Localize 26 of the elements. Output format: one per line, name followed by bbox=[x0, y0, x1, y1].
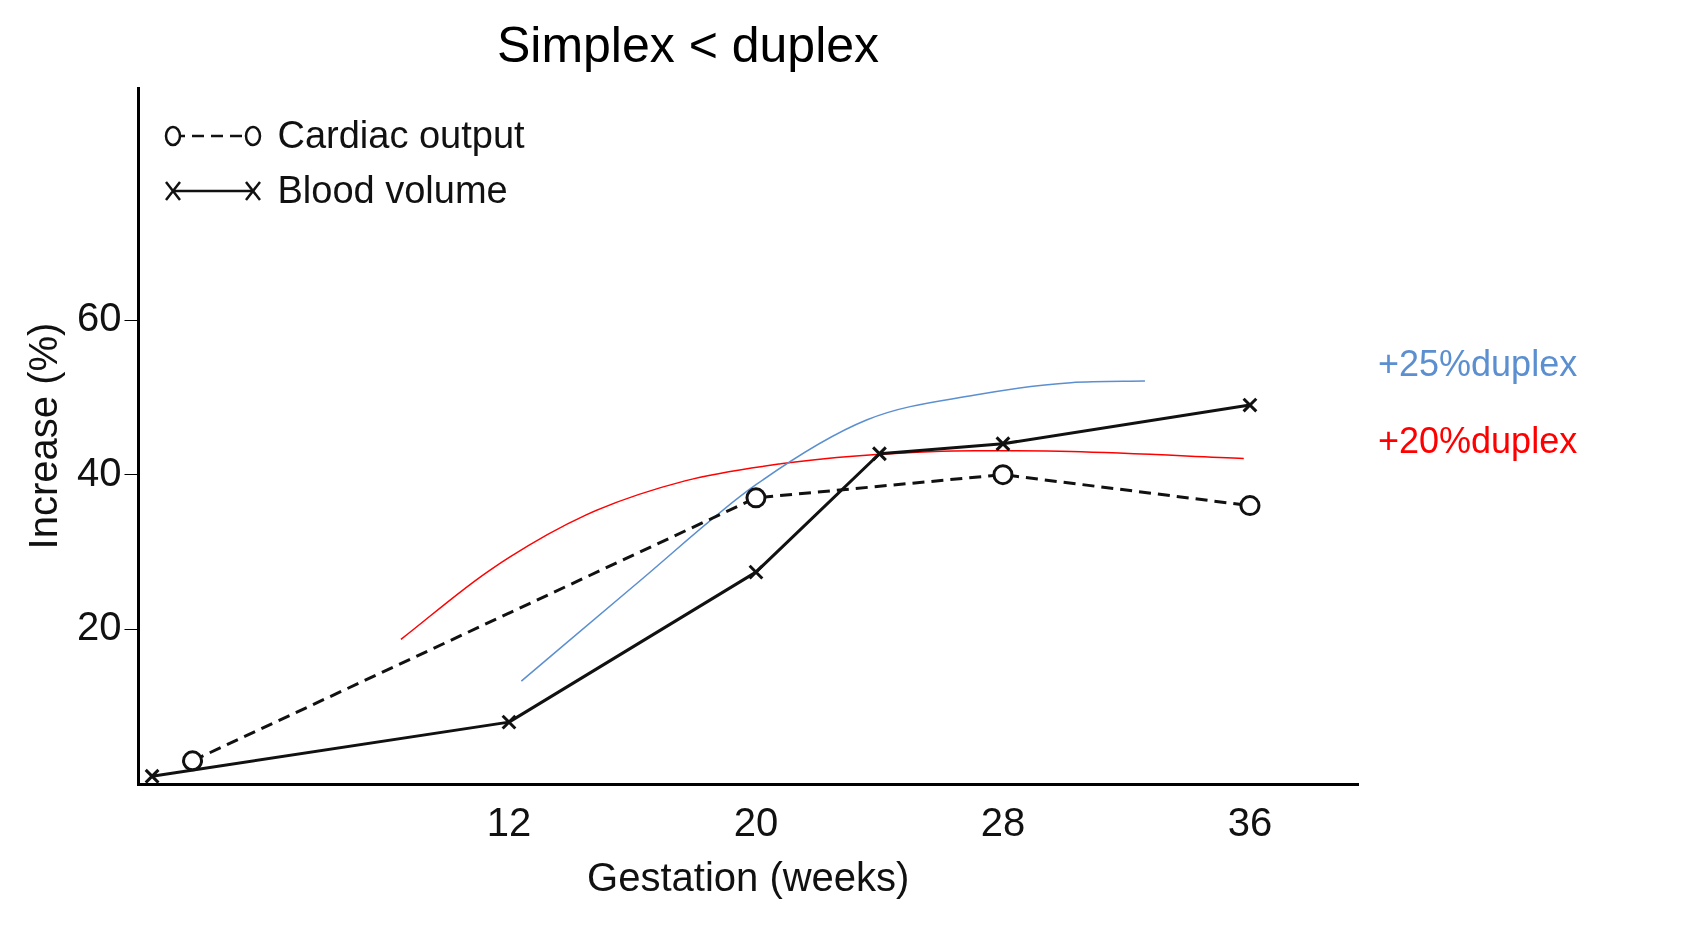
point bbox=[992, 464, 1014, 486]
line-series bbox=[520, 380, 1146, 682]
x-tick-label: 12 bbox=[486, 800, 532, 845]
x-tick-label: 36 bbox=[1227, 800, 1273, 845]
point bbox=[144, 768, 160, 784]
y-tick-label: 20 bbox=[76, 604, 122, 649]
legend-label: Blood volume bbox=[277, 169, 508, 212]
x-tick-label: 28 bbox=[980, 800, 1026, 845]
point bbox=[871, 445, 888, 462]
point bbox=[748, 564, 764, 580]
y-tick-label: 60 bbox=[76, 295, 122, 340]
chart-title: Simplex < duplex bbox=[496, 16, 880, 73]
legend-label: Cardiac output bbox=[277, 114, 525, 157]
point bbox=[1242, 397, 1258, 413]
point bbox=[501, 714, 517, 730]
line-series bbox=[400, 449, 1245, 641]
point bbox=[182, 750, 204, 772]
point bbox=[745, 487, 767, 509]
text: +25%duplex bbox=[1378, 343, 1578, 385]
x-tick-label: 20 bbox=[733, 800, 779, 845]
point bbox=[1239, 495, 1261, 517]
text: +20%duplex bbox=[1378, 420, 1578, 462]
x-axis-title: Gestation (weeks) bbox=[587, 855, 910, 900]
point bbox=[995, 435, 1011, 452]
y-axis-title: Increase (%) bbox=[21, 322, 66, 550]
y-tick-label: 40 bbox=[76, 449, 122, 494]
